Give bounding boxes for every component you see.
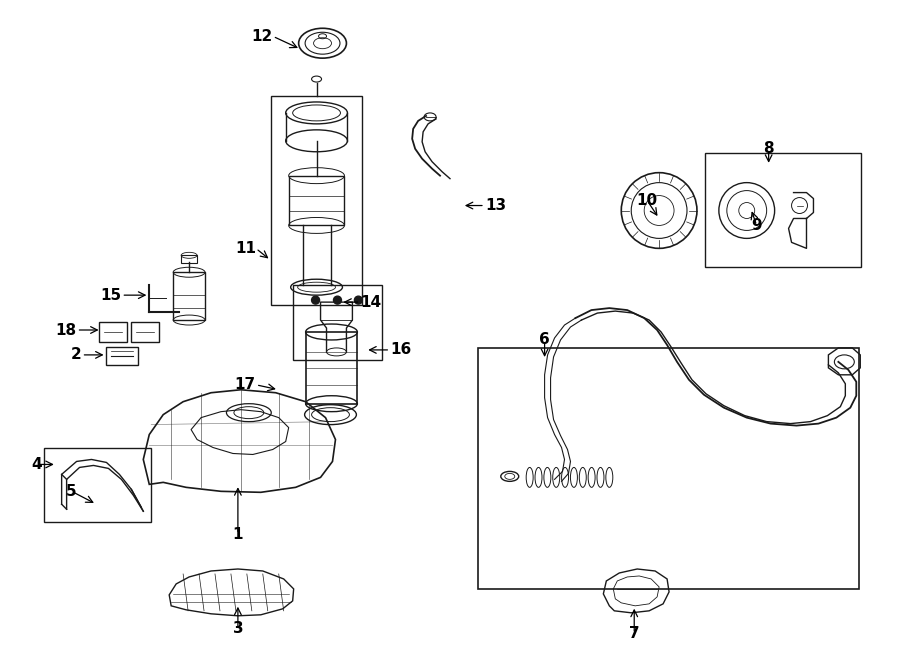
Bar xyxy=(705,153,861,267)
Text: 17: 17 xyxy=(235,377,256,392)
Text: 6: 6 xyxy=(539,332,550,348)
Bar xyxy=(173,272,205,320)
Bar xyxy=(306,332,357,404)
Text: 13: 13 xyxy=(485,198,506,213)
Text: 7: 7 xyxy=(629,626,640,641)
Text: 11: 11 xyxy=(235,241,256,256)
Text: 5: 5 xyxy=(67,484,76,499)
Text: 10: 10 xyxy=(636,193,658,208)
Bar xyxy=(271,96,363,305)
Text: 12: 12 xyxy=(251,28,273,44)
Text: 18: 18 xyxy=(56,323,76,338)
Circle shape xyxy=(334,296,341,304)
Text: 16: 16 xyxy=(391,342,411,358)
Bar xyxy=(100,322,128,342)
Circle shape xyxy=(311,296,320,304)
Bar xyxy=(292,285,382,360)
Text: 8: 8 xyxy=(763,141,774,156)
Circle shape xyxy=(355,296,363,304)
Text: 2: 2 xyxy=(71,348,82,362)
Bar xyxy=(289,176,345,225)
Bar xyxy=(181,255,197,263)
Bar xyxy=(106,347,139,365)
Text: 15: 15 xyxy=(100,288,122,303)
Bar xyxy=(478,348,860,589)
Text: 9: 9 xyxy=(752,218,762,233)
Text: 3: 3 xyxy=(232,621,243,637)
Text: 1: 1 xyxy=(232,527,243,541)
Text: 4: 4 xyxy=(32,457,42,472)
Bar xyxy=(131,322,159,342)
Bar xyxy=(44,447,151,522)
Text: 14: 14 xyxy=(360,295,382,309)
